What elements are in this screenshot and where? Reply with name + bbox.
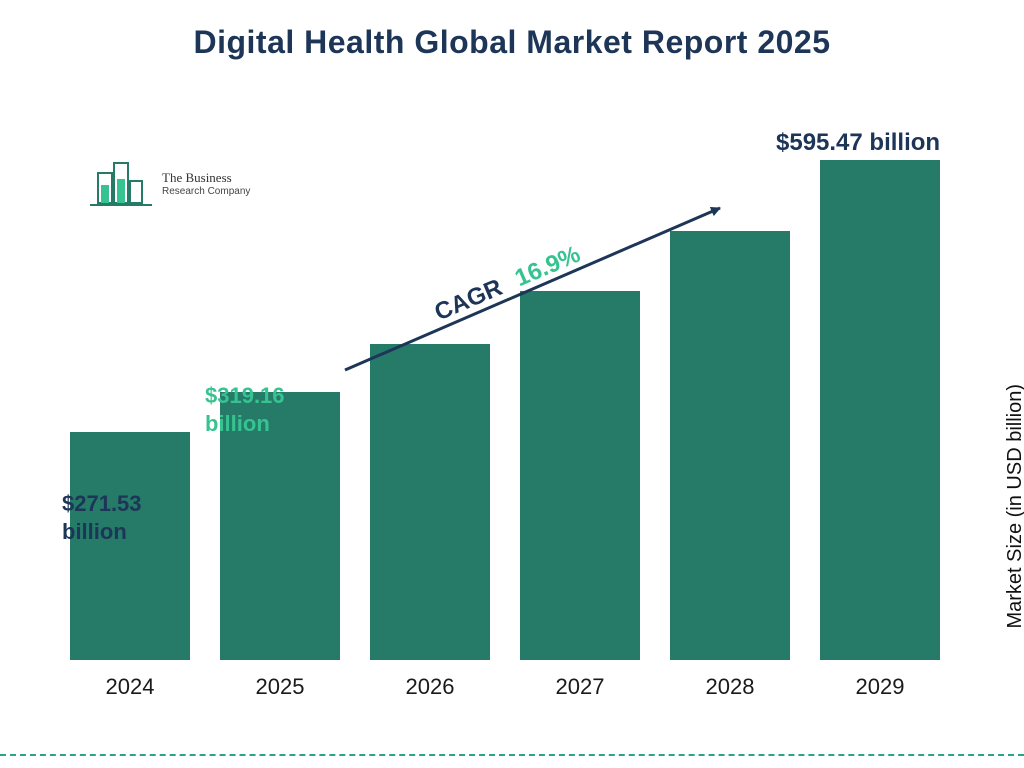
- y-axis-label: Market Size (in USD billion): [1005, 384, 1024, 629]
- trend-arrow: [0, 0, 1024, 768]
- bottom-divider: [0, 754, 1024, 756]
